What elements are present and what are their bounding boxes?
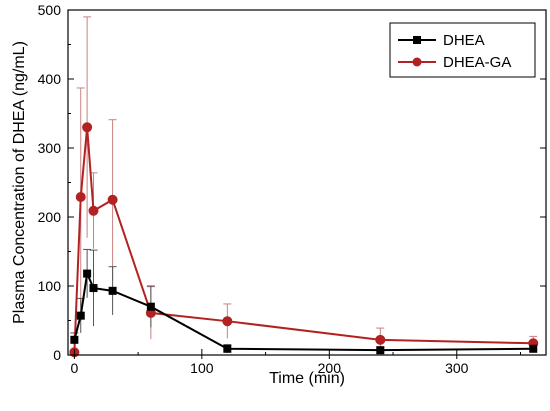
dhea-ga-point xyxy=(107,194,118,205)
dhea-ga-point xyxy=(82,122,93,133)
dhea-point xyxy=(76,311,85,320)
legend-label-dhea: DHEA xyxy=(443,32,485,49)
y-tick-label: 200 xyxy=(38,209,62,225)
dhea-point xyxy=(108,286,117,295)
y-tick-label: 300 xyxy=(38,140,62,156)
x-tick-label: 300 xyxy=(445,360,469,376)
x-tick-label: 100 xyxy=(190,360,214,376)
y-tick-label: 400 xyxy=(38,71,62,87)
x-axis-title: Time (min) xyxy=(269,370,345,387)
y-axis-ticks: 0 100 200 300 400 500 xyxy=(38,2,546,363)
legend: DHEA DHEA-GA xyxy=(389,22,536,78)
series-lines xyxy=(73,127,534,353)
legend-box xyxy=(389,22,536,78)
dhea-point xyxy=(70,335,79,344)
dhea-ga-point xyxy=(75,191,86,202)
dhea-point xyxy=(83,269,92,278)
x-tick-label: 200 xyxy=(318,360,342,376)
dhea-line xyxy=(73,270,534,352)
legend-label-dhea-ga: DHEA-GA xyxy=(443,54,511,71)
dhea-point xyxy=(529,344,538,353)
legend-marker-dhea xyxy=(413,36,421,44)
dhea-ga-point xyxy=(222,316,233,327)
dhea-ga-line xyxy=(73,127,534,353)
series-markers xyxy=(69,122,539,358)
dhea-ga-point xyxy=(88,205,99,216)
dhea-point xyxy=(89,284,98,293)
y-tick-label: 500 xyxy=(38,2,62,18)
x-tick-label: 0 xyxy=(70,360,78,376)
dhea-point xyxy=(376,346,385,355)
y-axis-title: Plasma Concentration of DHEA (ng/mL) xyxy=(11,41,28,324)
dhea-point xyxy=(146,302,155,311)
dhea-point xyxy=(223,344,232,353)
x-axis-ticks: 0 100 200 300 xyxy=(70,349,522,376)
legend-marker-dhea-ga xyxy=(412,57,422,67)
y-tick-label: 100 xyxy=(38,278,62,294)
y-tick-label: 0 xyxy=(53,347,61,363)
dhea-ga-point xyxy=(375,334,386,345)
